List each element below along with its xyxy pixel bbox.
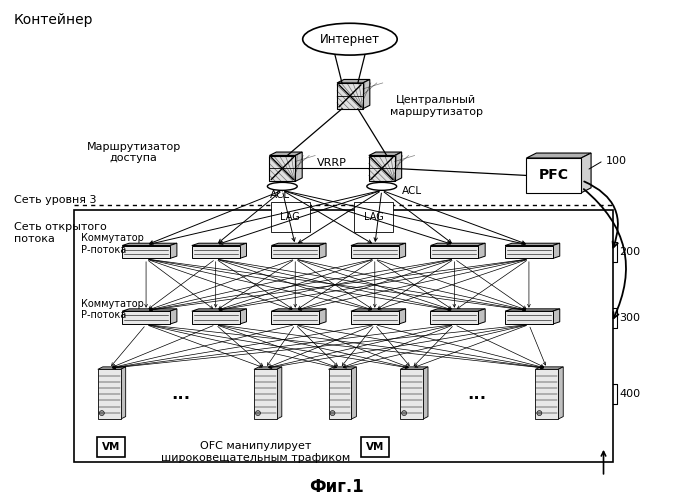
FancyBboxPatch shape [369, 156, 395, 182]
Polygon shape [581, 153, 591, 193]
Text: 300: 300 [619, 312, 640, 322]
Text: ACL: ACL [270, 190, 290, 200]
Text: Сеть уровня 3: Сеть уровня 3 [13, 196, 96, 205]
FancyBboxPatch shape [98, 370, 121, 419]
Text: VRRP: VRRP [317, 158, 347, 168]
Polygon shape [122, 243, 177, 246]
Polygon shape [170, 309, 177, 324]
Polygon shape [239, 309, 247, 324]
Polygon shape [558, 367, 563, 419]
Text: LAG: LAG [364, 212, 384, 222]
Polygon shape [400, 367, 428, 370]
Polygon shape [272, 243, 326, 246]
FancyBboxPatch shape [270, 156, 295, 182]
Text: VM: VM [102, 442, 121, 452]
Polygon shape [398, 243, 406, 258]
Circle shape [330, 410, 335, 416]
Text: Маршрутизатор
доступа: Маршрутизатор доступа [87, 142, 181, 164]
Text: Интернет: Интернет [320, 32, 380, 46]
FancyBboxPatch shape [254, 370, 277, 419]
FancyBboxPatch shape [97, 437, 125, 457]
Text: Фиг.1: Фиг.1 [309, 478, 365, 496]
FancyBboxPatch shape [328, 370, 351, 419]
Circle shape [99, 410, 104, 416]
Polygon shape [122, 309, 177, 311]
Circle shape [537, 410, 542, 416]
FancyBboxPatch shape [272, 246, 319, 258]
FancyBboxPatch shape [272, 311, 319, 324]
Polygon shape [254, 367, 282, 370]
Polygon shape [369, 152, 402, 156]
FancyArrowPatch shape [584, 182, 618, 248]
Polygon shape [239, 243, 247, 258]
Polygon shape [526, 153, 591, 158]
Polygon shape [351, 367, 357, 419]
Polygon shape [319, 243, 326, 258]
Polygon shape [505, 309, 559, 311]
Text: VM: VM [365, 442, 384, 452]
Polygon shape [423, 367, 428, 419]
Polygon shape [295, 152, 302, 182]
Polygon shape [479, 309, 485, 324]
Polygon shape [479, 243, 485, 258]
Polygon shape [351, 309, 406, 311]
FancyBboxPatch shape [505, 246, 553, 258]
Polygon shape [535, 367, 563, 370]
FancyBboxPatch shape [192, 246, 239, 258]
Polygon shape [553, 309, 559, 324]
Polygon shape [98, 367, 125, 370]
Polygon shape [395, 152, 402, 182]
FancyBboxPatch shape [526, 158, 581, 193]
Polygon shape [398, 309, 406, 324]
Polygon shape [272, 309, 326, 311]
FancyBboxPatch shape [122, 311, 170, 324]
Circle shape [402, 410, 406, 416]
Polygon shape [192, 309, 247, 311]
Polygon shape [170, 243, 177, 258]
Text: ...: ... [468, 385, 487, 403]
Polygon shape [270, 152, 302, 156]
FancyBboxPatch shape [122, 246, 170, 258]
Polygon shape [337, 80, 370, 83]
FancyBboxPatch shape [361, 437, 389, 457]
Polygon shape [319, 309, 326, 324]
FancyBboxPatch shape [535, 370, 558, 419]
FancyBboxPatch shape [192, 311, 239, 324]
Text: ACL: ACL [402, 186, 422, 196]
Text: ...: ... [171, 385, 191, 403]
FancyBboxPatch shape [351, 246, 398, 258]
Text: Сеть открытого
потока: Сеть открытого потока [13, 222, 106, 244]
Ellipse shape [303, 24, 397, 55]
Polygon shape [505, 243, 559, 246]
Text: Коммутатор
Р-потока: Коммутатор Р-потока [82, 299, 144, 320]
Circle shape [255, 410, 260, 416]
FancyBboxPatch shape [351, 311, 398, 324]
Text: LAG: LAG [280, 212, 300, 222]
Text: OFC манипулирует
широковещательным трафиком: OFC манипулирует широковещательным трафи… [161, 441, 350, 462]
Text: 100: 100 [605, 156, 627, 166]
Polygon shape [553, 243, 559, 258]
Text: Контейнер: Контейнер [13, 14, 93, 28]
Polygon shape [431, 243, 485, 246]
Polygon shape [328, 367, 357, 370]
FancyBboxPatch shape [505, 311, 553, 324]
Polygon shape [277, 367, 282, 419]
FancyBboxPatch shape [400, 370, 423, 419]
Text: 200: 200 [619, 247, 640, 257]
Polygon shape [431, 309, 485, 311]
Polygon shape [192, 243, 247, 246]
FancyBboxPatch shape [337, 83, 363, 109]
Text: Коммутатор
Р-потока: Коммутатор Р-потока [82, 233, 144, 255]
Polygon shape [351, 243, 406, 246]
FancyBboxPatch shape [431, 246, 479, 258]
FancyBboxPatch shape [431, 311, 479, 324]
Polygon shape [363, 80, 370, 109]
Text: Центральный
маршрутизатор: Центральный маршрутизатор [390, 95, 483, 116]
Text: 400: 400 [619, 389, 640, 399]
Text: PFC: PFC [539, 168, 569, 182]
FancyArrowPatch shape [584, 189, 626, 318]
Polygon shape [121, 367, 125, 419]
